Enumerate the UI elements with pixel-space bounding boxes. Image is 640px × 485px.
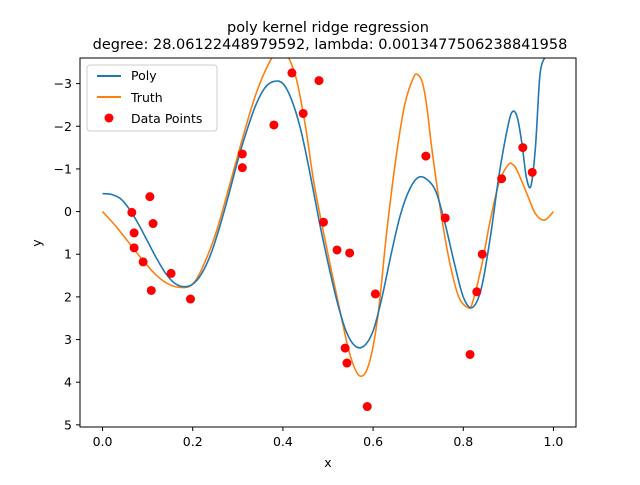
data-point <box>527 167 537 177</box>
truth-line <box>101 58 555 377</box>
data-point <box>287 68 297 78</box>
data-point <box>421 151 431 161</box>
poly-layer <box>102 58 546 349</box>
y-tick-label: 4 <box>64 375 72 390</box>
x-tick-label: 0.0 <box>93 434 113 449</box>
data-point <box>362 402 372 412</box>
data-point <box>127 207 137 217</box>
y-tick-label: 3 <box>64 332 72 347</box>
y-tick-label: 1 <box>64 247 72 262</box>
data-point <box>518 143 528 153</box>
x-tick-label: 0.2 <box>183 434 203 449</box>
data-point <box>237 163 247 173</box>
data-point <box>146 285 156 295</box>
y-axis-label: y <box>29 239 44 247</box>
y-tick-label: −1 <box>54 161 72 176</box>
x-tick-label: 0.6 <box>363 434 383 449</box>
data-point <box>237 149 247 159</box>
y-tick-label: −2 <box>54 119 72 134</box>
plot-area <box>101 58 555 412</box>
data-point <box>129 243 139 253</box>
data-point <box>298 108 308 118</box>
y-tick-label: 2 <box>64 289 72 304</box>
y-axis: −3 −2 −1 0 1 2 3 4 5 <box>54 76 80 432</box>
x-tick-label: 0.8 <box>453 434 473 449</box>
x-axis-label: x <box>324 455 331 470</box>
legend: Poly Truth Data Points <box>86 64 218 132</box>
data-point <box>332 245 342 255</box>
data-point <box>166 268 176 278</box>
data-point <box>342 358 352 368</box>
y-tick-label: 5 <box>64 417 72 432</box>
y-tick-label: −3 <box>54 76 72 91</box>
data-point <box>145 192 155 202</box>
data-point <box>314 76 324 86</box>
data-point <box>269 120 279 130</box>
data-point <box>129 228 139 238</box>
x-tick-label: 1.0 <box>544 434 564 449</box>
x-tick-label: 0.4 <box>273 434 293 449</box>
data-point <box>370 289 380 299</box>
data-point <box>472 287 482 297</box>
poly-line <box>102 58 546 349</box>
legend-data-points-marker <box>104 113 114 123</box>
data-point <box>138 257 148 267</box>
data-point <box>148 219 158 229</box>
chart-title: poly kernel ridge regression <box>227 20 429 36</box>
legend-poly-label: Poly <box>131 68 157 83</box>
truth-layer <box>101 58 555 377</box>
legend-truth-label: Truth <box>130 90 163 105</box>
data-point <box>465 349 475 359</box>
data-point <box>318 217 328 227</box>
plot-frame <box>79 57 577 428</box>
data-point <box>340 343 350 353</box>
data-point <box>477 249 487 259</box>
data-point <box>185 294 195 304</box>
chart-subtitle: degree: 28.06122448979592, lambda: 0.001… <box>93 37 568 53</box>
x-axis: 0.0 0.2 0.4 0.6 0.8 1.0 <box>93 427 564 449</box>
data-point <box>440 213 450 223</box>
legend-data-points-label: Data Points <box>131 111 202 126</box>
data-point <box>497 174 507 184</box>
legend-box <box>86 64 218 132</box>
y-tick-label: 0 <box>64 204 72 219</box>
points-layer <box>127 68 537 412</box>
data-point <box>345 248 355 258</box>
